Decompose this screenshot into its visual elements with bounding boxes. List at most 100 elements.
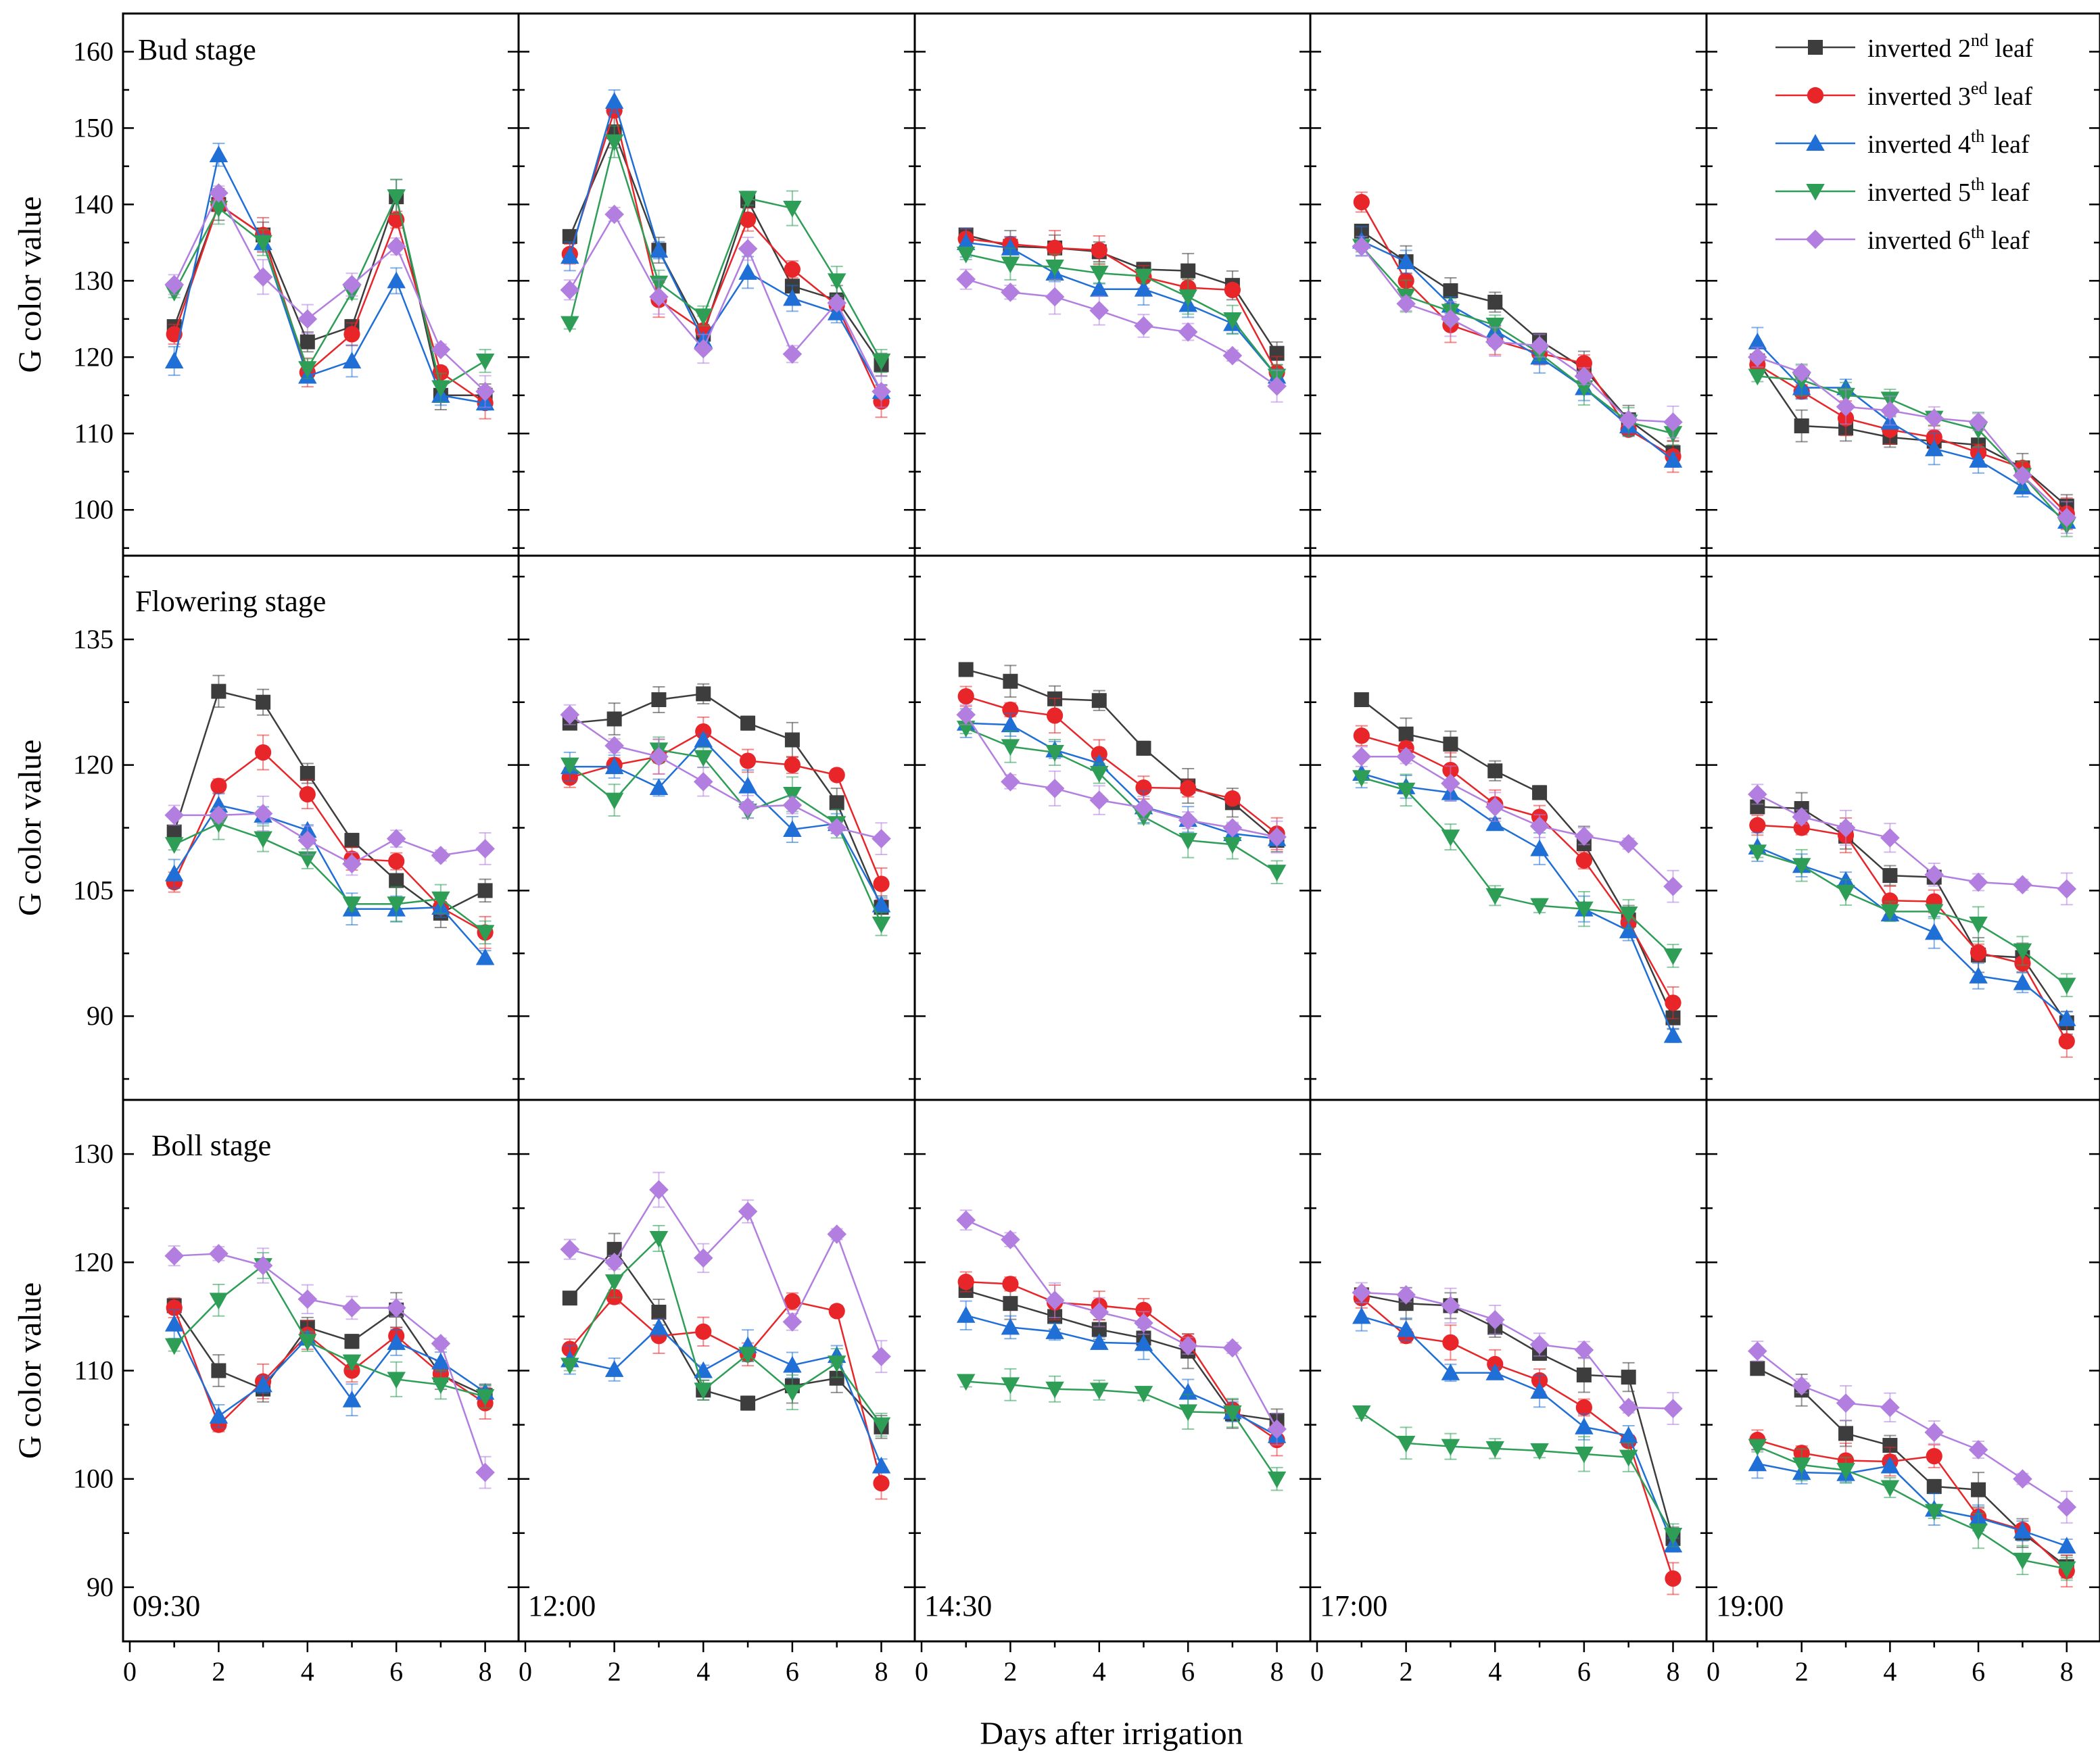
data-point: [1001, 772, 1020, 792]
data-point: [1396, 782, 1416, 800]
x-tick-label: 0: [519, 1656, 532, 1687]
data-point: [1352, 1405, 1371, 1422]
data-point: [1575, 1418, 1594, 1435]
y-tick-label: 135: [73, 624, 114, 654]
data-point: [1663, 876, 1683, 896]
panel-frame-r0-c3: [1309, 12, 1708, 557]
series-4-r2-c3: [1352, 1282, 1683, 1425]
series-line: [173, 804, 486, 959]
data-point: [1485, 814, 1505, 832]
data-point: [829, 795, 844, 811]
data-point: [1441, 309, 1460, 329]
data-point: [1485, 1309, 1505, 1330]
data-point: [1969, 916, 1988, 934]
series-4-r2-c4: [1748, 1341, 2077, 1524]
x-tick-label: 8: [1270, 1656, 1284, 1687]
legend-label: inverted 5th leaf: [1867, 174, 2030, 207]
legend-label: inverted 2nd leaf: [1867, 30, 2034, 63]
data-point: [827, 818, 846, 838]
data-point: [560, 316, 579, 333]
data-point: [958, 662, 974, 677]
series-line: [1360, 245, 1673, 423]
data-point: [956, 705, 976, 725]
data-point: [211, 1363, 226, 1378]
data-point: [1880, 828, 1900, 848]
data-point: [209, 805, 229, 825]
data-point: [1441, 1363, 1460, 1380]
y-tick-label: 140: [73, 189, 114, 219]
legend-marker: [1808, 40, 1823, 55]
data-point: [1178, 322, 1198, 342]
data-point: [1748, 347, 1767, 367]
series-line: [569, 139, 882, 362]
data-point: [694, 308, 713, 326]
x-tick-label: 6: [786, 1656, 799, 1687]
data-point: [2057, 1537, 2076, 1554]
x-tick-label: 6: [1972, 1656, 1985, 1687]
data-point: [1619, 1397, 1638, 1418]
data-point: [1485, 1441, 1505, 1458]
y-tick-label: 110: [74, 1355, 114, 1386]
data-point: [562, 1291, 577, 1306]
data-point: [1749, 817, 1766, 834]
data-point: [1441, 829, 1460, 846]
series-line: [1361, 755, 1674, 888]
data-point: [1924, 439, 1944, 456]
data-point: [1178, 1404, 1197, 1422]
data-point: [873, 1475, 890, 1492]
data-point: [1267, 827, 1287, 847]
panel-frames: [122, 12, 2100, 1652]
data-point: [298, 1334, 317, 1351]
data-point: [872, 916, 891, 934]
data-point: [1178, 1382, 1197, 1400]
y-tick-label: 150: [73, 112, 114, 143]
series-4-r2-c1: [560, 1172, 891, 1374]
data-point: [1836, 818, 1856, 838]
data-point: [1134, 1334, 1153, 1351]
series-line: [173, 203, 486, 404]
data-point: [1046, 707, 1064, 724]
data-point: [1001, 1318, 1020, 1335]
y-tick-label: 160: [73, 36, 114, 66]
data-point: [784, 1293, 801, 1310]
data-point: [1091, 1322, 1107, 1337]
data-point: [1968, 1440, 1988, 1460]
data-point: [1663, 1399, 1683, 1418]
data-point: [1487, 294, 1503, 310]
legend-item-2: inverted 4th leaf: [1775, 126, 2030, 159]
data-point: [1880, 401, 1900, 420]
panel-frame-r0-c1: [517, 12, 916, 557]
data-point: [738, 797, 758, 817]
data-point: [1267, 376, 1287, 396]
data-point: [651, 692, 667, 708]
data-point: [1663, 948, 1683, 965]
data-point: [1574, 826, 1594, 846]
data-point: [210, 777, 227, 794]
panel-frame-r1-c3: [1309, 554, 1708, 1101]
data-point: [560, 705, 580, 725]
series-3-r2-c4: [1748, 1439, 2076, 1581]
x-tick-label: 2: [212, 1656, 225, 1687]
data-point: [1748, 1454, 1767, 1472]
data-point: [209, 145, 229, 162]
series-line: [174, 822, 486, 934]
data-point: [649, 746, 669, 767]
data-point: [696, 686, 711, 702]
x-tick-label: 8: [875, 1656, 888, 1687]
data-point: [1663, 412, 1683, 432]
data-point: [1267, 1471, 1287, 1489]
data-point: [1090, 766, 1109, 783]
data-point: [164, 864, 184, 882]
data-point: [1091, 693, 1107, 708]
data-point: [300, 334, 315, 350]
data-point: [1441, 1439, 1460, 1456]
series-4-r1-c2: [956, 704, 1287, 854]
series-line: [569, 212, 882, 392]
series-line: [1361, 776, 1674, 957]
data-point: [386, 237, 406, 256]
data-point: [738, 776, 757, 794]
data-point: [1223, 312, 1242, 329]
series-line: [965, 253, 1278, 377]
data-point: [2013, 1469, 2032, 1489]
data-point: [1396, 1435, 1416, 1453]
